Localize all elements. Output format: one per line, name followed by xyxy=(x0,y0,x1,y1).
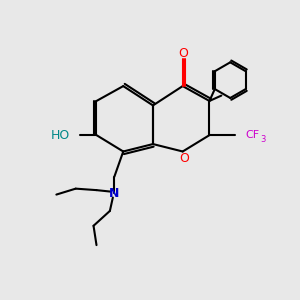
Text: 3: 3 xyxy=(260,135,265,144)
Text: HO: HO xyxy=(50,129,70,142)
Text: O: O xyxy=(179,152,189,164)
Text: CF: CF xyxy=(245,130,259,140)
Text: N: N xyxy=(109,187,119,200)
Text: O: O xyxy=(178,47,188,61)
